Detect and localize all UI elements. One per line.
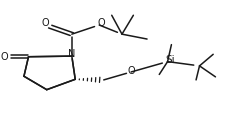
Text: O: O [97, 18, 105, 28]
Text: O: O [41, 18, 49, 28]
Text: O: O [127, 66, 134, 76]
Text: N: N [68, 49, 75, 59]
Text: Si: Si [164, 55, 174, 65]
Text: O: O [0, 52, 8, 62]
